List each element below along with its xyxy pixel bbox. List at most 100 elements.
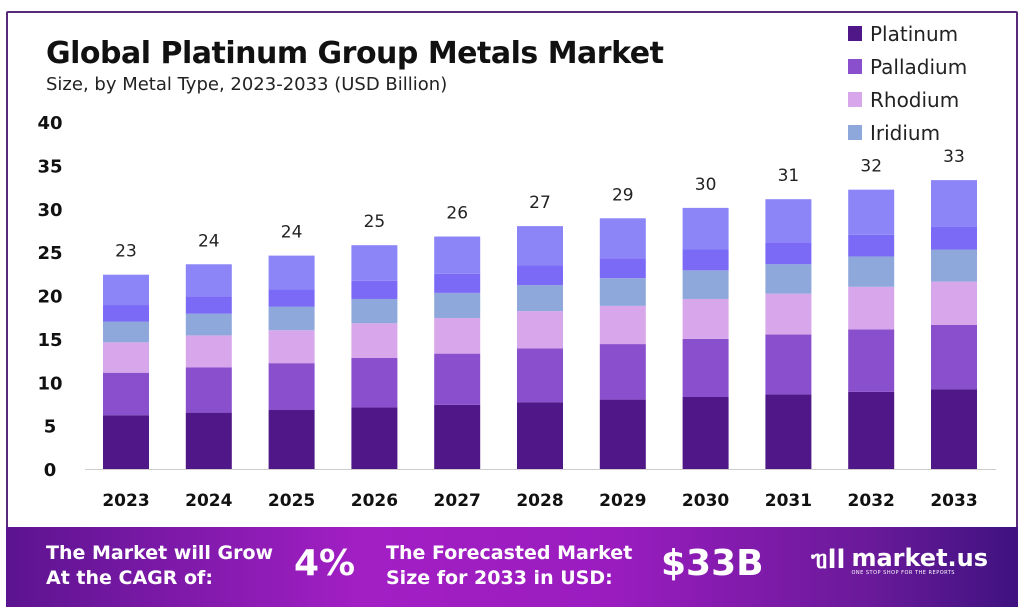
bar-segment-series-5 (517, 265, 563, 286)
bar-segment-platinum (599, 399, 646, 469)
bar-segment-palladium (434, 353, 481, 405)
bar-segment-iridium (517, 285, 563, 312)
bar-segment-iridium (765, 264, 812, 294)
y-tick-label: 15 (37, 330, 62, 351)
x-tick-label: 2032 (848, 491, 895, 511)
bar-total-label: 29 (612, 185, 634, 205)
bar-total-label: 32 (860, 157, 882, 177)
x-tick-label: 2029 (599, 491, 646, 511)
legend-label-palladium: Palladium (870, 55, 967, 79)
bar-segment-rhodium (682, 298, 729, 339)
x-tick-label: 2024 (185, 491, 232, 511)
bar-segment-iridium (268, 306, 315, 331)
bar-segment-rhodium (351, 323, 398, 358)
x-tick-label: 2023 (102, 491, 149, 511)
bar-segment-rhodium (931, 281, 977, 325)
bar-segment-platinum (268, 410, 315, 469)
chart-title: Global Platinum Group Metals Market (46, 36, 664, 71)
bar-segment-palladium (103, 372, 149, 416)
bar-segment-rhodium (103, 342, 149, 373)
x-tick-label: 2028 (516, 491, 563, 511)
bar-total-label: 24 (198, 231, 220, 251)
legend-label-platinum: Platinum (870, 22, 958, 46)
bar-segment-iridium (848, 256, 895, 287)
bar-segment-iridium (103, 321, 149, 343)
bar-segment-platinum (517, 402, 563, 469)
summary-banner: The Market will Grow At the CAGR of: 4% … (6, 527, 1018, 607)
forecast-label-line2: Size for 2033 in USD: (386, 567, 613, 589)
bar-segment-rhodium (185, 335, 232, 368)
bar-segment-series-5 (848, 234, 895, 257)
bar-segment-palladium (765, 334, 812, 395)
bar-segment-series-6 (185, 264, 232, 297)
bar-segment-rhodium (848, 286, 895, 330)
bar-segment-platinum (185, 412, 232, 469)
logo-text: market.us (851, 543, 989, 572)
bar-segment-palladium (517, 348, 563, 403)
bar-segment-palladium (268, 363, 315, 411)
y-tick-label: 35 (37, 156, 62, 177)
legend-label-rhodium: Rhodium (870, 88, 959, 112)
bar-segment-iridium (434, 292, 481, 319)
bar-total-label: 23 (115, 242, 137, 262)
bar-segment-series-6 (103, 274, 149, 306)
bar-segment-rhodium (517, 311, 563, 349)
bar-segment-series-5 (185, 296, 232, 314)
bar-segment-rhodium (599, 305, 646, 345)
cagr-label-line2: At the CAGR of: (46, 567, 213, 589)
bar-segment-series-5 (682, 249, 729, 271)
x-tick-label: 2027 (434, 491, 481, 511)
bar-segment-series-6 (434, 236, 481, 274)
bar-segment-palladium (599, 344, 646, 400)
logo-tagline: ONE STOP SHOP FOR THE REPORTS (851, 569, 955, 576)
bar-segment-platinum (931, 389, 977, 469)
bar-segment-platinum (103, 415, 149, 469)
y-tick-label: 25 (37, 243, 62, 264)
legend-label-iridium: Iridium (870, 121, 940, 145)
bar-segment-iridium (682, 270, 729, 299)
bar-segment-series-6 (599, 218, 646, 259)
bar-segment-series-6 (682, 207, 729, 250)
y-tick-label: 10 (37, 373, 62, 394)
cagr-label: The Market will Grow At the CAGR of: (46, 541, 273, 591)
bar-segment-series-6 (517, 226, 563, 266)
bar-segment-series-6 (931, 180, 977, 227)
x-tick-label: 2026 (351, 491, 398, 511)
x-tick-label: 2031 (765, 491, 812, 511)
cagr-value: 4% (294, 543, 356, 584)
bar-segment-palladium (351, 357, 398, 408)
legend-swatch-rhodium (848, 92, 862, 107)
bar-segment-series-6 (268, 255, 315, 290)
bar-segment-series-5 (434, 273, 481, 293)
bar-total-label: 24 (281, 223, 303, 243)
legend-swatch-iridium (848, 125, 862, 140)
market-us-logo: ᥓll market.us ONE STOP SHOP FOR THE REPO… (811, 545, 988, 576)
bar-segment-iridium (351, 298, 398, 324)
x-tick-label: 2033 (930, 491, 977, 511)
y-tick-label: 20 (37, 287, 62, 308)
cagr-label-line1: The Market will Grow (46, 542, 274, 564)
bar-segment-series-5 (599, 258, 646, 279)
bar-total-label: 25 (364, 212, 386, 232)
bar-segment-platinum (848, 391, 895, 469)
bar-total-label: 27 (529, 193, 551, 213)
y-tick-label: 40 (37, 113, 62, 134)
chart-subtitle: Size, by Metal Type, 2023-2033 (USD Bill… (46, 74, 448, 95)
bar-total-label: 30 (695, 175, 717, 195)
bar-segment-series-5 (931, 226, 977, 250)
bar-segment-iridium (599, 278, 646, 306)
forecast-label-line1: The Forecasted Market (386, 542, 633, 564)
bar-total-label: 33 (943, 147, 965, 167)
bar-segment-series-5 (765, 242, 812, 265)
bar-segment-series-6 (765, 199, 812, 243)
bar-total-label: 26 (446, 204, 468, 224)
y-tick-label: 5 (44, 417, 57, 438)
bar-segment-series-5 (103, 305, 149, 322)
forecast-value: $33B (661, 543, 764, 584)
bar-segment-platinum (351, 407, 398, 469)
forecast-label: The Forecasted Market Size for 2033 in U… (386, 541, 632, 591)
bar-segment-series-5 (268, 289, 315, 307)
legend-swatch-platinum (848, 26, 862, 41)
bar-segment-palladium (931, 324, 977, 390)
bar-segment-palladium (682, 338, 729, 397)
